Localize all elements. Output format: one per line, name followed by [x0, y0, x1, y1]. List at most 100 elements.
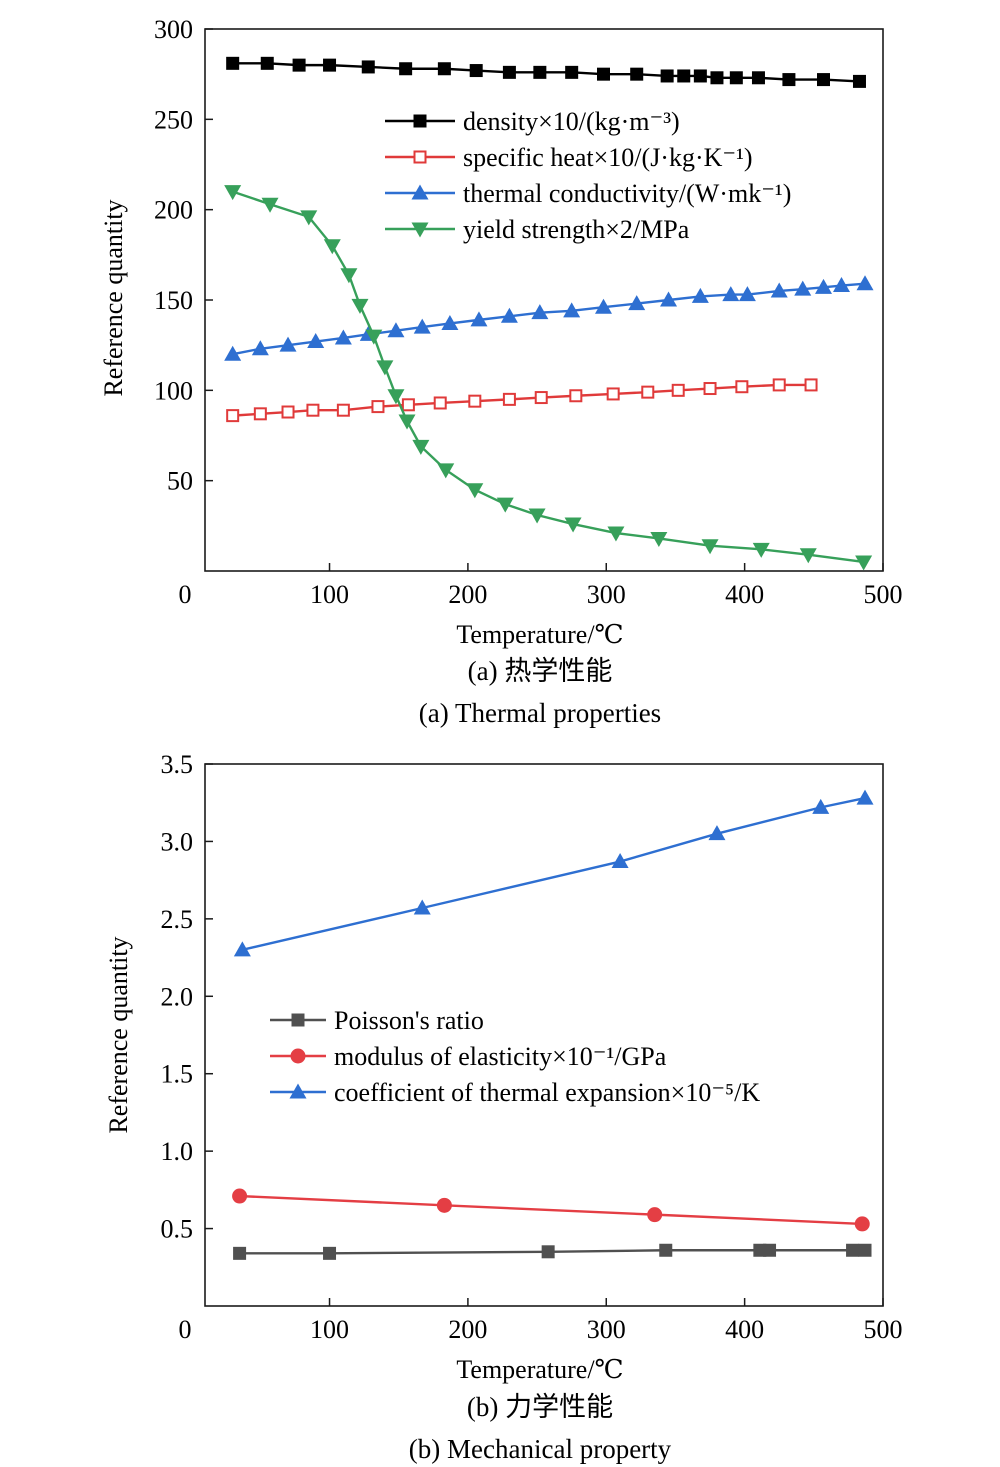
- data-point: [763, 1243, 777, 1257]
- axis-ticks: 0 100 200 300 400 500 50 100 150 200 250 300: [154, 15, 903, 609]
- data-point: [398, 414, 416, 430]
- data-point: [496, 497, 514, 513]
- y-axis-label: Reference quantity: [104, 936, 133, 1133]
- data-point: [606, 387, 620, 401]
- data-point: [858, 1243, 872, 1257]
- data-point: [233, 1246, 247, 1260]
- data-point: [812, 798, 830, 814]
- data-point: [804, 378, 818, 392]
- data-point: [647, 1207, 663, 1223]
- data-point: [433, 396, 447, 410]
- data-point: [563, 302, 581, 318]
- legend: density×10/(kg·m⁻³) specific heat×10/(J·k…: [385, 107, 791, 244]
- x-axis-label: Temperature/℃: [456, 1355, 623, 1384]
- y-tick-label: 0.5: [161, 1215, 194, 1244]
- series-3: [233, 789, 874, 957]
- data-point: [650, 531, 668, 547]
- data-point: [260, 56, 274, 70]
- data-point: [468, 394, 482, 408]
- data-point: [799, 548, 817, 564]
- data-point: [224, 185, 242, 201]
- x-tick-label: 100: [310, 1315, 349, 1344]
- data-point: [307, 333, 325, 349]
- legend-item: density×10/(kg·m⁻³): [385, 107, 680, 136]
- legend-label: coefficient of thermal expansion×10⁻⁵/K: [334, 1078, 760, 1107]
- data-point: [281, 405, 295, 419]
- data-point: [594, 298, 612, 314]
- legend-marker: [413, 150, 427, 164]
- x-tick-label: 0: [179, 1315, 192, 1344]
- legend-label: yield strength×2/MPa: [463, 215, 690, 244]
- series-line: [242, 796, 866, 951]
- series-line: [239, 1194, 863, 1226]
- data-point: [659, 1243, 673, 1257]
- data-point: [772, 378, 786, 392]
- data-point: [413, 899, 431, 915]
- legend-item: thermal conductivity/(W·mk⁻¹): [385, 179, 791, 208]
- data-point: [306, 403, 320, 417]
- data-point: [855, 555, 873, 571]
- series-3: [224, 275, 874, 361]
- y-tick-label: 300: [154, 15, 193, 44]
- data-point: [437, 62, 451, 76]
- x-tick-label: 500: [864, 580, 903, 609]
- legend-label: thermal conductivity/(W·mk⁻¹): [463, 179, 791, 208]
- data-point: [251, 340, 269, 356]
- chart-panel-thermal: 0 100 200 300 400 500 50 100 150 200 250 300 densit…: [99, 15, 903, 728]
- data-point: [710, 71, 724, 85]
- data-point: [437, 463, 455, 479]
- data-point: [279, 336, 297, 352]
- y-tick-label: 1.5: [161, 1060, 194, 1089]
- data-point: [441, 314, 459, 330]
- data-point: [607, 526, 625, 542]
- data-point: [336, 403, 350, 417]
- data-point: [677, 69, 691, 83]
- data-point: [261, 197, 279, 213]
- data-point: [401, 398, 415, 412]
- data-point: [469, 64, 483, 78]
- legend-marker: [413, 114, 427, 128]
- legend-item: modulus of elasticity×10⁻¹/GPa: [270, 1042, 667, 1071]
- data-point: [334, 329, 352, 345]
- data-point: [534, 391, 548, 405]
- legend-item: Poisson's ratio: [270, 1006, 484, 1035]
- data-point: [782, 73, 796, 87]
- data-point: [340, 268, 358, 284]
- data-point: [323, 1246, 337, 1260]
- legend-item: yield strength×2/MPa: [385, 215, 690, 244]
- data-point: [671, 383, 685, 397]
- data-point: [729, 71, 743, 85]
- x-tick-label: 100: [310, 580, 349, 609]
- data-point: [703, 382, 717, 396]
- series-line: [232, 383, 812, 417]
- x-tick-label: 200: [448, 1315, 487, 1344]
- data-point: [856, 789, 874, 805]
- y-tick-label: 150: [154, 286, 193, 315]
- data-point: [253, 407, 267, 421]
- data-point: [502, 392, 516, 406]
- data-point: [541, 1245, 555, 1259]
- axis-ticks: 0 100 200 300 400 500 0.5 1.0 1.5 2.0 2.5 3.0 3.5: [161, 750, 903, 1344]
- data-point: [691, 287, 709, 303]
- data-point: [738, 286, 756, 302]
- data-point: [751, 71, 765, 85]
- data-point: [817, 73, 831, 87]
- data-point: [693, 69, 707, 83]
- x-tick-label: 500: [864, 1315, 903, 1344]
- legend-marker: [411, 222, 429, 238]
- data-point: [466, 483, 484, 499]
- x-tick-label: 200: [448, 580, 487, 609]
- x-tick-label: 400: [725, 1315, 764, 1344]
- data-point: [436, 1197, 452, 1213]
- y-tick-label: 2.0: [161, 982, 194, 1011]
- data-point: [371, 400, 385, 414]
- data-point: [233, 941, 251, 957]
- data-point: [701, 539, 719, 555]
- data-point: [224, 345, 242, 361]
- y-tick-label: 100: [154, 376, 193, 405]
- legend: Poisson's ratio modulus of elasticity×10⁻…: [270, 1006, 760, 1107]
- chart-panel-mechanical: 0 100 200 300 400 500 0.5 1.0 1.5 2.0 2.5 3.0 3.5 Po…: [104, 750, 903, 1464]
- data-point: [832, 277, 850, 293]
- data-point: [361, 60, 375, 74]
